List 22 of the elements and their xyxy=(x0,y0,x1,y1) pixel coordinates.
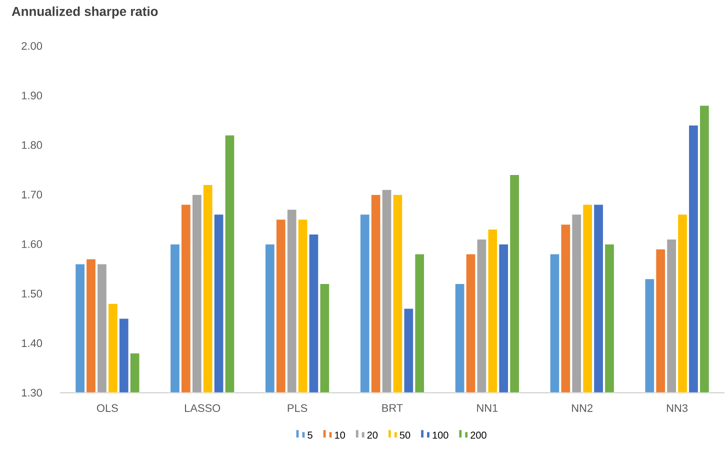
x-tick-label: LASSO xyxy=(185,404,220,412)
y-tick-label: 1.80 xyxy=(22,141,42,150)
x-tick-label: NN2 xyxy=(572,404,593,412)
x-tick-label: NN3 xyxy=(666,404,688,412)
x-tick-label: BRT xyxy=(382,404,403,412)
y-tick-label: 1.40 xyxy=(22,339,42,348)
x-tick-label: OLS xyxy=(96,404,118,412)
legend-label: 50 xyxy=(400,432,410,439)
y-tick-label: 1.30 xyxy=(22,389,42,397)
legend-label: 20 xyxy=(367,432,378,439)
chart-title: Annualized sharpe ratio xyxy=(12,6,158,19)
x-tick-label: PLS xyxy=(288,404,308,412)
y-tick-label: 1.60 xyxy=(22,240,42,248)
legend-label: 100 xyxy=(432,432,448,439)
legend-label: 5 xyxy=(308,432,312,439)
y-tick-label: 1.70 xyxy=(22,190,42,199)
legend-label: 10 xyxy=(335,432,345,439)
y-tick-label: 2.00 xyxy=(22,42,42,50)
y-tick-label: 1.50 xyxy=(22,290,42,298)
legend-label: 200 xyxy=(470,432,486,439)
x-tick-label: NN1 xyxy=(477,404,498,412)
y-tick-label: 1.90 xyxy=(22,92,42,100)
